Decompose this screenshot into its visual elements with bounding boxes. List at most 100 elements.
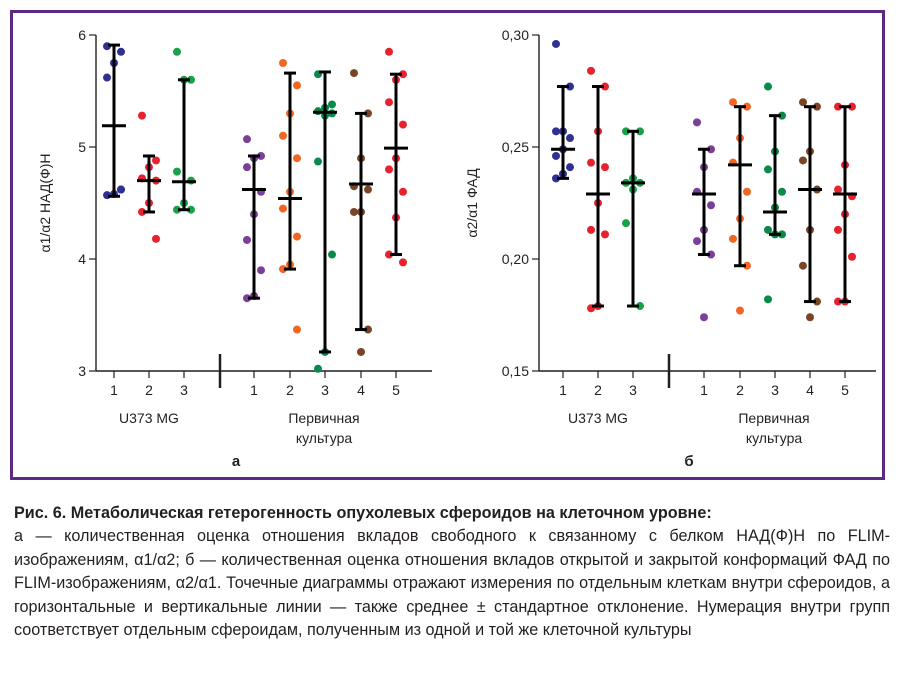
panel-1-series-1 <box>102 42 126 200</box>
panel-2-data-point <box>601 163 609 172</box>
panel-1-data-point <box>257 151 265 160</box>
panel-2-data-point <box>587 66 595 75</box>
panel-1-data-point <box>399 120 407 129</box>
panel-1-data-point <box>293 154 301 163</box>
panel-1-data-point <box>173 205 181 214</box>
panel-2-group-label-cell-line: U373 MG <box>568 410 628 426</box>
panel-2-x-tick-label: 1 <box>700 382 708 398</box>
panel-2-group-label-line: культура <box>746 430 803 446</box>
panel-1-data-point <box>293 325 301 334</box>
panel-2-data-point <box>778 230 786 239</box>
panel-1-data-point <box>279 131 287 140</box>
panel-1-series-4 <box>242 135 266 303</box>
panel-2-data-point <box>552 174 560 183</box>
panel-1-x-tick-label: 1 <box>110 382 118 398</box>
panel-1-data-point <box>364 185 372 194</box>
panel-1-y-axis-label: α1/α2 НАД(Ф)Н <box>37 153 53 252</box>
panel-1-group-label-line: Первичная <box>288 410 359 426</box>
panel-1-data-point <box>385 98 393 107</box>
panel-2-data-point <box>764 295 772 304</box>
panel-1-data-point <box>399 187 407 196</box>
panel-2-data-point <box>813 102 821 111</box>
panel-2-data-point <box>707 145 715 154</box>
panel-2-series-2 <box>586 66 610 313</box>
panel-2-series-8 <box>833 102 857 306</box>
panel-1-y-tick-label: 5 <box>78 139 86 155</box>
caption-text: а — количественная оценка отношения вкла… <box>14 527 890 640</box>
panel-1-data-point <box>385 250 393 259</box>
panel-1-series-7 <box>349 69 373 356</box>
panel-1-x-tick-label: 5 <box>392 382 400 398</box>
panel-1-data-point <box>138 111 146 120</box>
panel-1-data-point <box>364 325 372 334</box>
panel-1-x-tick-label: 2 <box>145 382 153 398</box>
panel-1-data-point <box>173 47 181 56</box>
panel-2-data-point <box>566 163 574 172</box>
figure-charts: 3 4 5 6 α1/α2 НАД(Ф)Н 1 2 3 1 2 3 4 5 U373 MG Первична… <box>37 27 876 470</box>
panel-2-y-tick-label: 0,30 <box>502 27 529 43</box>
panel-1-data-point <box>350 207 358 216</box>
panel-2-y-tick-label: 0,20 <box>502 251 529 267</box>
panel-2-data-point <box>743 261 751 270</box>
panel-1-data-point <box>279 265 287 274</box>
panel-1-data-point <box>138 207 146 216</box>
panel-1-data-point <box>243 135 251 144</box>
panel-2-data-point <box>552 39 560 48</box>
panel-2-series-1 <box>551 39 575 183</box>
panel-2-data-point <box>587 225 595 234</box>
panel-1-data-point <box>243 235 251 244</box>
panel-2-x-tick-label: 3 <box>629 382 637 398</box>
panel-2-data-point <box>693 118 701 127</box>
panel-1-x-tick-label: 4 <box>357 382 365 398</box>
panel-2-y-tick-label: 0,15 <box>502 363 529 379</box>
panel-1-data-point <box>243 163 251 172</box>
panel-1-x-tick-label: 1 <box>250 382 258 398</box>
panel-2-data-point <box>729 98 737 107</box>
panel-1-data-point <box>293 232 301 241</box>
panel-2-data-point <box>601 230 609 239</box>
panel-1-data-point <box>399 70 407 79</box>
panel-2-series-3 <box>621 127 645 311</box>
panel-2-data-point <box>636 127 644 136</box>
panel-2-data-point <box>834 297 842 306</box>
panel-2-data-point <box>622 219 630 228</box>
panel-2-data-point <box>587 158 595 167</box>
panel-1-series-5 <box>278 59 302 334</box>
panel-2-data-point <box>636 302 644 311</box>
panel-2-data-point <box>707 250 715 259</box>
panel-2-data-point <box>799 261 807 270</box>
panel-2-panel-letter: б <box>684 453 693 470</box>
panel-2-x-tick-label: 2 <box>736 382 744 398</box>
panel-2-data-point <box>566 82 574 91</box>
panel-1-panel-letter: а <box>232 453 241 470</box>
panel-2-data-point <box>601 82 609 91</box>
panel-2-x-tick-label: 2 <box>594 382 602 398</box>
panel-1-data-point <box>314 157 322 166</box>
panel-2-data-point <box>834 102 842 111</box>
panel-2-group-label-line: Первичная <box>738 410 809 426</box>
panel-1-data-point <box>152 234 160 243</box>
panel-2-data-point <box>778 187 786 196</box>
panel-1-data-point <box>103 73 111 82</box>
panel-1-data-point <box>385 47 393 56</box>
panel-2-data-point <box>552 127 560 136</box>
panel-2-series-4 <box>692 118 716 322</box>
panel-1-y-tick-label: 4 <box>78 251 86 267</box>
panel-1-data-point <box>187 205 195 214</box>
panel-2-y-tick-label: 0,25 <box>502 139 529 155</box>
panel-2-data-point <box>813 297 821 306</box>
panel-2-series-6 <box>763 82 787 304</box>
panel-2-x-tick-label: 1 <box>559 382 567 398</box>
panel-2-data-point <box>834 185 842 194</box>
panel-2-data-point <box>799 156 807 165</box>
panel-2-series-7 <box>798 98 822 322</box>
panel-2-y-axis-label: α2/α1 ФАД <box>464 168 480 238</box>
panel-1-data-point <box>385 165 393 174</box>
figure-caption: Рис. 6. Метаболическая гетерогенность оп… <box>14 502 890 642</box>
panel-1-x-tick-label: 3 <box>321 382 329 398</box>
panel-1-data-point <box>399 258 407 267</box>
panel-2-data-point <box>743 102 751 111</box>
panel-1-data-point <box>364 109 372 118</box>
panel-1-group-label-line: культура <box>296 430 353 446</box>
panel-2-data-point <box>778 111 786 120</box>
